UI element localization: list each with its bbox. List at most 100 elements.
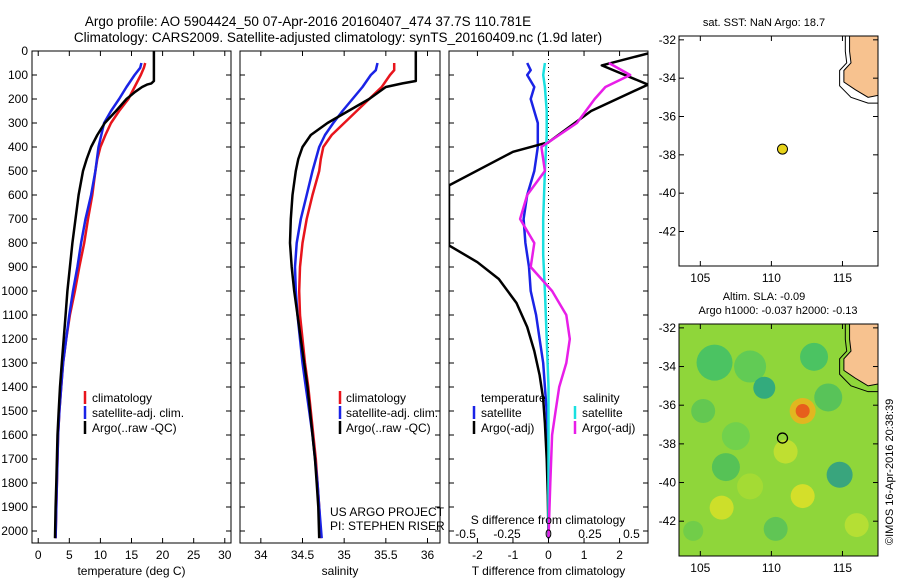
legend-temp-sat: satellite	[481, 406, 522, 420]
title-line1: Argo profile: AO 5904424_50 07-Apr-2016 …	[85, 14, 531, 29]
series-line-argo	[53, 51, 156, 539]
y-tick-label: 400	[8, 140, 28, 154]
legend-satellite: satellite-adj. clim.	[346, 406, 438, 420]
x-axis-label: salinity	[322, 564, 359, 578]
map-x-tick-label: 105	[690, 561, 710, 575]
x-tick-label: 2	[616, 548, 623, 562]
sla-anomaly-blob	[814, 383, 843, 412]
difference-panel: -2 -1 0 1 2 -0.5 -0.25 0 0.25 0.5 T difference fro…	[448, 50, 649, 578]
y-tick-label: 800	[8, 236, 28, 250]
x-tick-label: 5	[66, 548, 73, 562]
y-tick-label: 1700	[1, 452, 28, 466]
y-tick-label: 500	[8, 164, 28, 178]
sla-anomaly-blob	[844, 513, 869, 538]
y-tick-label: 2000	[1, 524, 28, 538]
legend-header-salinity: salinity	[583, 391, 620, 405]
map-y-tick-label: -34	[659, 71, 677, 85]
project-annotation: US ARGO PROJECT	[330, 505, 445, 519]
x-tick-label: 1	[581, 548, 588, 562]
map-y-tick-label: -32	[659, 33, 677, 47]
title-line2: Climatology: CARS2009. Satellite-adjuste…	[74, 30, 602, 45]
s-difference-label: S difference from climatology	[471, 513, 626, 527]
legend-sal-sat: satellite	[582, 406, 623, 420]
sla-anomaly-blob	[826, 461, 853, 488]
map-frame	[678, 323, 879, 557]
x-tick-label: 35	[337, 548, 351, 562]
sla-map-title-2: Argo h1000: -0.037 h2000: -0.13	[698, 305, 857, 317]
argo-position-marker	[776, 432, 789, 444]
legend-argo: Argo(..raw -QC)	[92, 421, 177, 435]
x-tick-label: 30	[218, 548, 232, 562]
x-tick-label: 35.5	[374, 548, 398, 562]
legend-satellite: satellite-adj. clim.	[92, 406, 184, 420]
map-y-tick-label: -36	[659, 110, 677, 124]
y-tick-label: 1300	[1, 356, 28, 370]
sla-anomaly-blob	[734, 350, 767, 383]
y-tick-label: 100	[8, 68, 28, 82]
y-tick-label: 900	[8, 260, 28, 274]
sla-anomaly-blob	[737, 473, 764, 500]
map-y-tick-label: -40	[659, 186, 677, 200]
top-x-tick-label: 0.5	[623, 527, 640, 541]
x-tick-label: -2	[472, 548, 483, 562]
plot-frame	[239, 50, 441, 544]
sla-anomaly-blob	[763, 516, 788, 541]
sla-anomaly-blob	[790, 484, 815, 509]
top-x-tick-label: -0.25	[493, 527, 521, 541]
y-tick-label: 700	[8, 212, 28, 226]
map-frame	[678, 35, 879, 267]
y-tick-label: 1000	[1, 284, 28, 298]
map-y-tick-label: -38	[659, 148, 677, 162]
map-x-tick-label: 115	[833, 561, 852, 575]
map-y-tick-label: -32	[659, 321, 677, 335]
y-tick-label: 200	[8, 92, 28, 106]
series-line-temp_argo	[449, 52, 648, 539]
series-line-sal_argo	[518, 61, 632, 539]
map-y-tick-label: -40	[659, 476, 677, 490]
series-line-temp_sat	[522, 62, 550, 539]
sla-anomaly-blob	[773, 439, 798, 464]
map-y-tick-label: -36	[659, 398, 677, 412]
x-tick-label: 25	[187, 548, 201, 562]
legend-climatology: climatology	[92, 391, 152, 405]
x-tick-label: 20	[156, 548, 170, 562]
salinity-legend: climatology satellite-adj. clim. Argo(..…	[330, 391, 445, 533]
argo-position-marker	[776, 143, 788, 155]
legend-header-temperature: temperature	[481, 391, 546, 405]
coastline-land	[843, 36, 878, 98]
series-line-satellite	[293, 62, 379, 539]
x-tick-label: 0	[35, 548, 42, 562]
map-y-tick-label: -42	[659, 514, 677, 528]
y-tick-label: 300	[8, 116, 28, 130]
map-y-tick-label: -38	[659, 437, 677, 451]
sla-anomaly-blob	[691, 399, 716, 423]
shelf-contour	[839, 36, 878, 104]
x-tick-label: 0	[545, 548, 552, 562]
plot-frame	[31, 50, 232, 544]
sla-anomaly-blob	[709, 495, 734, 520]
x-tick-label: 34	[254, 548, 268, 562]
y-tick-label: 1200	[1, 332, 28, 346]
temperature-legend: climatology satellite-adj. clim. Argo(..…	[83, 391, 184, 435]
y-tick-label: 600	[8, 188, 28, 202]
sla-anomaly-blob	[800, 342, 829, 371]
map-y-tick-label: -34	[659, 360, 677, 374]
sst-map: 105 110 115 -32 -34 -36 -38 -40 -42	[659, 33, 879, 285]
y-tick-label: 0	[21, 44, 28, 58]
sst-map-title: sat. SST: NaN Argo: 18.7	[703, 17, 825, 29]
sla-anomaly-blob	[753, 376, 776, 399]
legend-temp-argo: Argo(-adj)	[481, 421, 534, 435]
x-tick-label: 36	[421, 548, 435, 562]
map-x-tick-label: 110	[762, 561, 781, 575]
x-tick-label: 10	[94, 548, 108, 562]
legend-climatology: climatology	[346, 391, 406, 405]
difference-legend: temperature salinity satellite Argo(-adj…	[471, 391, 636, 527]
x-tick-label: 34.5	[291, 548, 315, 562]
x-axis-label: temperature (deg C)	[77, 564, 185, 578]
series-line-sal_sat	[541, 62, 550, 539]
salinity-panel: 34 34.5 35 35.5 36 salinity	[239, 50, 441, 578]
coastline-land	[843, 324, 878, 387]
shelf-contour	[839, 324, 878, 393]
y-tick-label: 1400	[1, 380, 28, 394]
